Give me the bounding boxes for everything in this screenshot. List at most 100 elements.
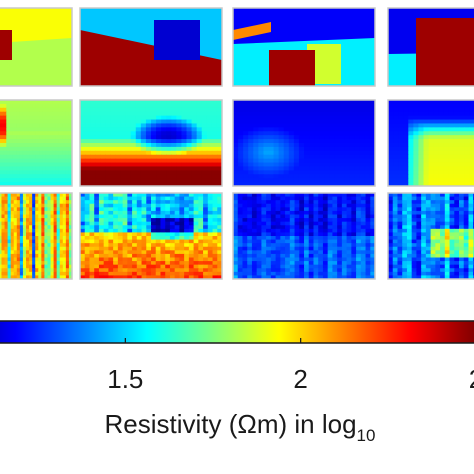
panel-r2-c1-cell: [12, 158, 17, 164]
panel-r2-c3-cell: [268, 139, 275, 144]
panel-r2-c1-cell: [12, 182, 17, 186]
panel-r3-c1-cell: [22, 210, 27, 216]
panel-r2-c2-cell: [201, 135, 208, 140]
panel-r3-c3-cell: [247, 207, 253, 212]
panel-r2-c4-cell: [393, 119, 399, 125]
panel-r3-c1-cell: [0, 271, 3, 277]
panel-r2-c2-cell: [130, 100, 137, 105]
panel-r3-c1-cell: [29, 250, 33, 255]
panel-r3-c3-cell: [322, 196, 329, 201]
panel-r2-c3-cell: [243, 100, 249, 105]
panel-r2-c1-cell: [32, 178, 37, 183]
panel-r2-c1-cell: [62, 123, 67, 128]
panel-r2-c2-cell: [110, 162, 117, 168]
panel-r3-c2-cell: [98, 264, 105, 269]
panel-r2-c2-cell: [176, 103, 183, 109]
panel-r2-c2-cell: [181, 127, 188, 132]
panel-r2-c2-cell: [90, 146, 96, 152]
panel-r3-c3-cell: [337, 221, 343, 226]
panel-r3-c1-cell: [1, 253, 6, 259]
panel-r3-c2-cell: [136, 193, 143, 198]
panel-r2-c1-cell: [16, 103, 21, 109]
panel-r2-c4-cell: [393, 100, 399, 105]
panel-r3-c3-cell: [313, 225, 319, 230]
panel-r2-c3-cell: [298, 107, 305, 113]
panel-r3-c1-cell: [4, 264, 9, 269]
panel-r3-c2-cell: [188, 228, 195, 234]
panel-r2-c2-cell: [130, 150, 137, 156]
panel-r2-c1-cell: [62, 119, 67, 125]
panel-r3-c1-cell: [32, 228, 36, 234]
panel-r3-c2-cell: [203, 246, 209, 251]
panel-r2-c3-cell: [233, 107, 239, 113]
panel-r2-c3-cell: [268, 182, 275, 186]
panel-r2-c3-cell: [233, 170, 239, 175]
panel-r2-c4-cell: [464, 143, 470, 148]
panel-r3-c3-cell: [233, 243, 239, 248]
panel-r3-c2-cell: [151, 203, 157, 208]
panel-r2-c2-cell: [90, 119, 96, 125]
panel-r3-c1-cell: [56, 239, 61, 244]
panel-r3-c3-cell: [341, 214, 348, 219]
panel-r2-c3-cell: [359, 143, 366, 148]
panel-r3-c3-cell: [289, 232, 296, 237]
panel-r2-c1-cell: [26, 135, 30, 140]
panel-r2-c1-cell: [9, 139, 14, 144]
panel-r2-c1-cell: [68, 115, 72, 121]
panel-r3-c3-cell: [237, 203, 244, 208]
panel-r2-c2-cell: [140, 119, 147, 125]
panel-r3-c1-cell: [22, 196, 27, 201]
panel-r3-c2-cell: [174, 196, 180, 201]
panel-r2-c2-cell: [176, 135, 183, 140]
panel-r2-c2-cell: [110, 135, 117, 140]
panel-r2-c3-cell: [268, 143, 275, 148]
panel-r3-c3-cell: [365, 250, 371, 255]
panel-r3-c3-cell: [247, 210, 253, 216]
panel-r2-c2-cell: [90, 111, 96, 117]
panel-r3-c3-cell: [341, 246, 348, 251]
panel-r2-c1-cell: [19, 170, 24, 175]
panel-r3-c2-cell: [132, 225, 138, 230]
panel-r2-c1-cell: [3, 100, 7, 105]
panel-r3-c3-cell: [256, 261, 262, 266]
panel-r2-c3-cell: [293, 146, 300, 152]
panel-r2-c1-cell: [9, 158, 14, 164]
panel-r2-c4-cell: [443, 170, 450, 175]
panel-r3-c3-cell: [365, 228, 371, 234]
panel-r2-c3-cell: [288, 115, 295, 121]
panel-r2-c3-cell: [369, 139, 375, 144]
panel-r2-c4-cell: [459, 135, 465, 140]
panel-r2-c3-cell: [364, 154, 371, 160]
panel-r2-c1-cell: [65, 154, 70, 160]
panel-r2-c2-cell: [166, 135, 172, 140]
panel-r3-c2-cell: [198, 243, 204, 248]
panel-r3-c2-cell: [80, 232, 86, 237]
panel-r3-c3-cell: [280, 243, 286, 248]
panel-r3-c3-cell: [247, 193, 253, 198]
panel-r2-c2-cell: [181, 166, 188, 171]
panel-r2-c3-cell: [334, 150, 341, 156]
panel-r3-c2-cell: [169, 203, 176, 208]
panel-r3-c1-cell: [10, 196, 15, 201]
panel-r3-c1-cell: [68, 232, 72, 237]
panel-r3-c1-cell: [35, 225, 39, 230]
panel-r2-c1-cell: [22, 131, 27, 136]
panel-r2-c4-cell: [418, 178, 425, 183]
panel-r3-c2-cell: [207, 214, 214, 219]
panel-r2-c2-cell: [100, 100, 106, 105]
panel-r3-c4-cell: [392, 196, 399, 201]
panel-r3-c2-cell: [141, 271, 147, 277]
panel-r2-c2-cell: [115, 111, 122, 117]
panel-r3-c2-cell: [122, 275, 128, 279]
panel-r2-c4-cell: [433, 123, 440, 128]
panel-r3-c1-cell: [68, 210, 72, 216]
panel-r3-c2-cell: [160, 218, 166, 223]
panel-r2-c2-cell: [85, 119, 91, 125]
panel-r3-c2-cell: [203, 275, 209, 279]
panel-r3-c3-cell: [256, 257, 262, 262]
panel-r2-c3-cell: [243, 166, 249, 171]
panel-r2-c1-cell: [9, 178, 14, 183]
panel-r3-c3-cell: [261, 243, 267, 248]
panel-r2-c2-cell: [95, 154, 101, 160]
panel-r2-c1-cell: [6, 111, 11, 117]
